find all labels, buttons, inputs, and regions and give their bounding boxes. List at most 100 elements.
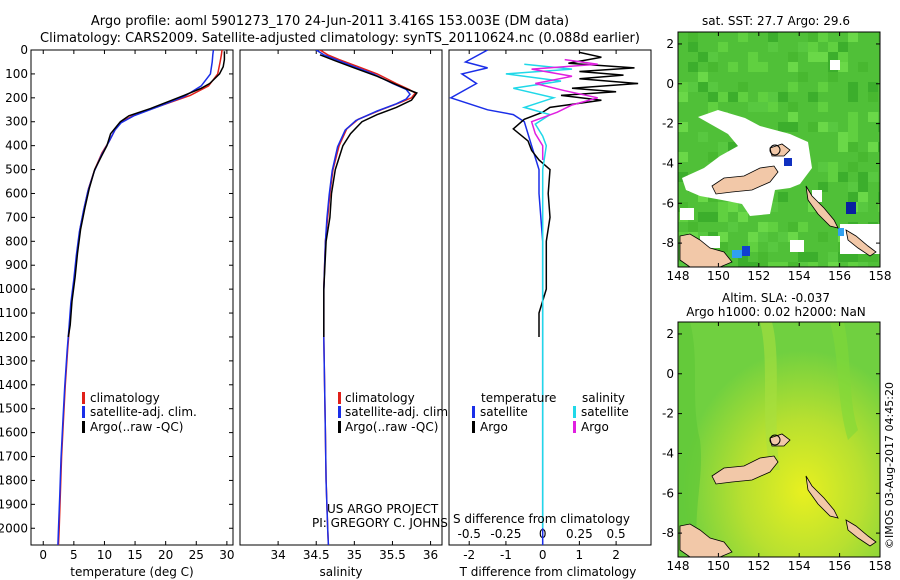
depth-tick-label: 1500	[0, 402, 28, 416]
sst-map-cell	[838, 42, 848, 52]
sst-map-cell	[868, 142, 878, 152]
x-tick-label: 30	[219, 548, 234, 562]
map-x-tick-label: 148	[667, 559, 690, 573]
depth-tick-label: 800	[5, 234, 28, 248]
sst-map-cell	[808, 92, 818, 102]
sst-map-cell	[678, 152, 688, 162]
sst-map-cell	[828, 162, 838, 172]
legend-temperature-heading: temperature	[481, 391, 556, 405]
sst-map-cell	[738, 92, 748, 102]
sst-map-cell	[848, 92, 858, 102]
float-location-marker	[769, 434, 781, 446]
depth-tick-label: 1700	[0, 450, 28, 464]
series-line-temperature-satellite	[449, 50, 544, 545]
map-x-tick-label: 156	[828, 269, 851, 283]
legend-temp-satellite-label: satellite	[480, 405, 528, 419]
sst-map-cell	[788, 112, 798, 122]
legend-satellite-swatch	[338, 406, 341, 418]
sst-map-cell	[728, 222, 738, 232]
difference-profile-lines	[449, 50, 639, 545]
sst-map-cell	[858, 182, 868, 192]
sst-map-cell	[788, 232, 798, 242]
legend-salinity-heading: salinity	[582, 391, 625, 405]
series-line-salinity-satellite	[505, 63, 573, 529]
sst-map-cell	[678, 262, 688, 267]
sst-map-cell	[868, 172, 878, 182]
temperature-axis-ticks: 0 5 10 15 20 25 30	[39, 50, 235, 562]
legend-satellite-swatch	[82, 406, 85, 418]
sst-map-cell	[828, 52, 838, 62]
sst-map-cell	[728, 62, 738, 72]
salinity-profile-lines	[315, 50, 418, 545]
legend-satellite-label: satellite-adj. clim.	[90, 405, 197, 419]
x-top-tick-label: 0.5	[607, 527, 626, 541]
legend-temp-satellite-swatch	[472, 406, 475, 418]
temperature-legend: climatology satellite-adj. clim. Argo(..…	[82, 391, 197, 434]
sst-map-cell	[708, 52, 718, 62]
depth-tick-label: 200	[5, 91, 28, 105]
sla-map-image	[678, 322, 880, 557]
sst-map-cell	[748, 262, 758, 267]
difference-axis-ticks: -2 -1 0 1 2-0.5 -0.25 0 0.25 0.5	[457, 50, 626, 562]
sst-map-cell	[818, 82, 828, 92]
map-y-tick-label: -6	[662, 486, 674, 500]
x-tick-label: 34.5	[303, 548, 330, 562]
sst-map-cell	[818, 232, 828, 242]
sst-map-cell	[718, 142, 728, 152]
map-x-tick-label: 152	[747, 559, 770, 573]
x-tick-label: 34	[270, 548, 285, 562]
sst-map-cell	[758, 92, 768, 102]
sst-map-cell	[758, 262, 768, 267]
figure-title-line1: Argo profile: aoml 5901273_170 24-Jun-20…	[91, 14, 569, 29]
depth-tick-label: 1800	[0, 473, 28, 487]
sst-map-cell	[828, 42, 838, 52]
sst-map-cell	[738, 212, 748, 222]
sst-map-cell	[878, 202, 880, 212]
map-x-tick-label: 152	[747, 269, 770, 283]
sst-map-cell	[818, 182, 828, 192]
credit-line1: US ARGO PROJECT	[327, 502, 439, 516]
sst-map-cell	[878, 32, 880, 42]
sla-map-title-line1: Altim. SLA: -0.037	[722, 291, 830, 305]
sst-map-cell	[848, 192, 858, 202]
sst-map-cell	[808, 122, 818, 132]
legend-argo-swatch	[82, 421, 85, 433]
map-x-tick-label: 158	[869, 559, 892, 573]
sst-map-cell	[858, 262, 868, 267]
sla-map-frame	[677, 321, 881, 558]
sst-map-cell	[768, 262, 778, 267]
sst-map-cell	[708, 62, 718, 72]
sst-map-cell	[708, 212, 718, 222]
sst-map-cell	[788, 122, 798, 132]
legend-argo-swatch	[338, 421, 341, 433]
sst-map-cell	[848, 112, 858, 122]
sst-map-cell	[868, 92, 878, 102]
map-y-tick-label: 2	[666, 327, 674, 341]
sst-map-cell	[848, 122, 858, 132]
sst-map-cell	[768, 202, 778, 212]
series-line-argo-raw-qc-	[319, 54, 418, 337]
sst-map-cell	[848, 132, 858, 142]
sst-map-cell	[768, 92, 778, 102]
sst-map-cell	[678, 122, 688, 132]
sst-map-cell	[808, 52, 818, 62]
sst-map-cell	[698, 132, 708, 142]
sst-map-cell	[818, 32, 828, 42]
sst-map-cell	[848, 182, 858, 192]
sst-map-cell	[718, 232, 728, 242]
sst-map-cell	[848, 252, 858, 262]
sst-map-cell	[678, 172, 688, 182]
depth-tick-label: 1400	[0, 378, 28, 392]
sst-map-cell	[798, 42, 808, 52]
sst-map-cell	[808, 252, 818, 262]
map-y-tick-label: -2	[662, 117, 674, 131]
sst-map-cell	[718, 212, 728, 222]
sst-map-cell	[778, 192, 788, 202]
depth-tick-label: 900	[5, 258, 28, 272]
x-tick-label: 25	[189, 548, 204, 562]
sst-map-cell	[848, 262, 858, 267]
sst-map-cell	[678, 92, 688, 102]
map-y-tick-label: -8	[662, 236, 674, 250]
sst-map-cell	[858, 192, 868, 202]
legend-climatology-swatch	[82, 392, 85, 404]
